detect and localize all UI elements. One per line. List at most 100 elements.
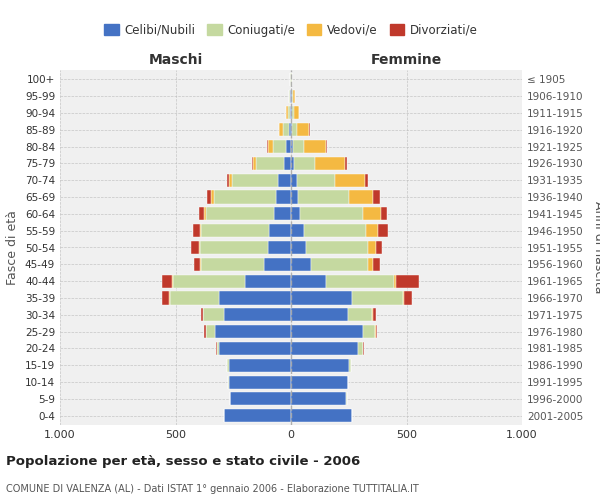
Bar	[276, 190, 291, 203]
Bar	[230, 392, 291, 406]
Bar	[291, 208, 300, 220]
Bar	[203, 208, 206, 220]
Bar	[291, 342, 358, 355]
Bar	[292, 123, 297, 136]
Bar	[362, 325, 376, 338]
Bar	[253, 157, 256, 170]
Bar	[211, 190, 214, 203]
Bar	[205, 325, 206, 338]
Bar	[376, 241, 382, 254]
Bar	[291, 409, 352, 422]
Bar	[268, 140, 272, 153]
Bar	[279, 123, 283, 136]
Bar	[291, 376, 347, 388]
Bar	[292, 106, 294, 120]
Bar	[335, 174, 365, 187]
Bar	[352, 292, 403, 304]
Text: Popolazione per età, sesso e stato civile - 2006: Popolazione per età, sesso e stato civil…	[6, 455, 360, 468]
Bar	[300, 208, 362, 220]
Bar	[201, 224, 269, 237]
Text: COMUNE DI VALENZA (AL) - Dati ISTAT 1° gennaio 2006 - Elaborazione TUTTITALIA.IT: COMUNE DI VALENZA (AL) - Dati ISTAT 1° g…	[6, 484, 419, 494]
Bar	[315, 157, 345, 170]
Bar	[214, 190, 276, 203]
Bar	[291, 90, 292, 102]
Y-axis label: Fasce di età: Fasce di età	[7, 210, 19, 285]
Bar	[278, 174, 291, 187]
Bar	[286, 140, 291, 153]
Bar	[311, 258, 368, 271]
Bar	[377, 224, 388, 237]
Bar	[376, 325, 377, 338]
Bar	[294, 106, 299, 120]
Bar	[269, 224, 291, 237]
Bar	[290, 90, 291, 102]
Bar	[229, 376, 291, 388]
Bar	[349, 190, 373, 203]
Bar	[292, 90, 293, 102]
Bar	[245, 274, 291, 287]
Bar	[289, 123, 291, 136]
Bar	[291, 241, 306, 254]
Bar	[220, 292, 291, 304]
Bar	[289, 90, 290, 102]
Bar	[227, 358, 229, 372]
Bar	[365, 174, 368, 187]
Bar	[170, 292, 220, 304]
Bar	[396, 274, 419, 287]
Bar	[381, 208, 387, 220]
Bar	[349, 358, 350, 372]
Bar	[293, 90, 295, 102]
Bar	[394, 274, 396, 287]
Bar	[272, 140, 286, 153]
Bar	[291, 140, 293, 153]
Bar	[286, 106, 287, 120]
Bar	[291, 274, 326, 287]
Bar	[162, 274, 172, 287]
Bar	[229, 358, 291, 372]
Bar	[404, 292, 412, 304]
Bar	[326, 140, 327, 153]
Bar	[366, 224, 377, 237]
Y-axis label: Anni di nascita: Anni di nascita	[592, 201, 600, 294]
Bar	[291, 157, 295, 170]
Bar	[347, 308, 372, 322]
Bar	[227, 174, 229, 187]
Bar	[291, 392, 346, 406]
Bar	[304, 224, 366, 237]
Bar	[287, 106, 290, 120]
Bar	[203, 308, 224, 322]
Bar	[201, 258, 265, 271]
Bar	[290, 106, 291, 120]
Bar	[306, 241, 368, 254]
Text: Femmine: Femmine	[371, 54, 442, 68]
Bar	[194, 258, 200, 271]
Bar	[291, 325, 362, 338]
Bar	[252, 157, 253, 170]
Bar	[403, 292, 404, 304]
Bar	[373, 308, 376, 322]
Bar	[284, 157, 291, 170]
Bar	[298, 190, 349, 203]
Bar	[268, 241, 291, 254]
Bar	[362, 208, 381, 220]
Text: Maschi: Maschi	[148, 54, 203, 68]
Bar	[265, 258, 291, 271]
Bar	[363, 342, 364, 355]
Bar	[358, 342, 362, 355]
Bar	[200, 258, 201, 271]
Bar	[291, 190, 298, 203]
Bar	[172, 274, 173, 287]
Bar	[297, 174, 335, 187]
Bar	[232, 174, 278, 187]
Bar	[347, 376, 348, 388]
Bar	[368, 241, 376, 254]
Bar	[291, 358, 349, 372]
Bar	[297, 123, 310, 136]
Bar	[173, 274, 245, 287]
Bar	[200, 224, 201, 237]
Bar	[163, 292, 169, 304]
Bar	[224, 308, 291, 322]
Bar	[368, 258, 373, 271]
Bar	[345, 157, 347, 170]
Bar	[220, 342, 291, 355]
